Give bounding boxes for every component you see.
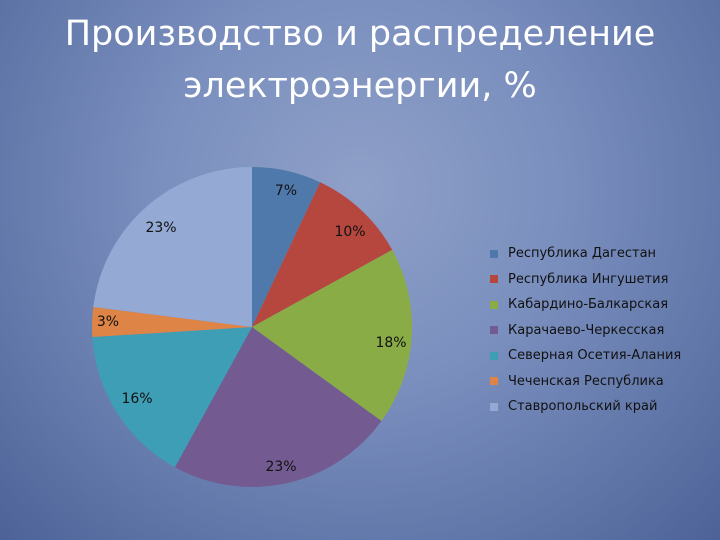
legend-item: Республика Дагестан	[490, 241, 681, 267]
legend-item: Ставропольский край	[490, 394, 681, 420]
slice-data-label: 3%	[97, 314, 119, 330]
legend-label: Ставропольский край	[508, 399, 658, 415]
legend-label: Кабардино-Балкарская	[508, 297, 669, 313]
pie-slice	[252, 249, 413, 422]
pie-slice	[92, 327, 252, 468]
legend-swatch	[490, 275, 498, 284]
legend-label: Республика Дагестан	[508, 246, 657, 262]
legend-label: Северная Осетия-Алания	[508, 348, 682, 364]
slice-data-label: 23%	[265, 459, 296, 475]
slice-data-label: 7%	[275, 183, 297, 199]
legend-item: Кабардино-Балкарская	[490, 292, 681, 318]
slice-data-label: 18%	[375, 335, 406, 351]
slice-data-label: 16%	[121, 391, 152, 407]
legend-swatch	[490, 300, 498, 309]
legend-item: Чеченская Республика	[490, 369, 681, 395]
legend-swatch	[490, 377, 498, 386]
legend-item: Республика Ингушетия	[490, 267, 681, 293]
legend-label: Республика Ингушетия	[508, 271, 669, 287]
pie-slice	[252, 182, 393, 327]
legend-label: Карачаево-Черкесская	[508, 322, 665, 338]
pie-slices	[92, 167, 413, 488]
legend-swatch	[490, 351, 498, 360]
chart-title: Производство и распределение электроэнер…	[0, 8, 720, 112]
pie-slice	[93, 167, 252, 327]
pie-data-labels: 7% 10% 18% 23% 16% 3% 23%	[97, 183, 407, 475]
pie-slice	[252, 167, 321, 327]
pie-slice	[92, 306, 252, 338]
pie-slice	[174, 327, 382, 488]
legend-swatch	[490, 249, 498, 258]
slice-data-label: 10%	[334, 224, 365, 240]
legend-label: Чеченская Республика	[508, 373, 664, 389]
chart-title-line-1: Производство и распределение	[64, 14, 656, 54]
slice-data-label: 23%	[145, 220, 176, 236]
chart-title-line-2: электроэнергии, %	[183, 66, 537, 106]
chart-legend: Республика Дагестан Республика Ингушетия К…	[490, 241, 681, 420]
legend-item: Северная Осетия-Алания	[490, 343, 681, 369]
legend-item: Карачаево-Черкесская	[490, 318, 681, 344]
legend-swatch	[490, 326, 498, 335]
legend-swatch	[490, 402, 498, 411]
